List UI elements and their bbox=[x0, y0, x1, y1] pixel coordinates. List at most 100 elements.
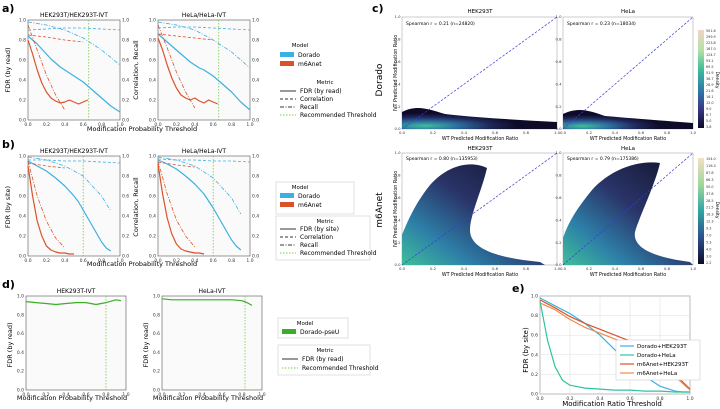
series-dorado-fdr bbox=[157, 33, 251, 111]
y-tick-label: 0.8 bbox=[19, 38, 26, 44]
y-tick-label: 0.2 bbox=[531, 372, 538, 378]
legend-a-m6anet-label: m6Anet bbox=[298, 61, 322, 68]
colorbar-tick-label: 3.0 bbox=[706, 254, 711, 258]
panel-c-spearman-2: Spearman r = 0.80 (n=135953) bbox=[406, 156, 478, 162]
series-dorado-fdr bbox=[27, 160, 112, 252]
legend-b-m6anet-label: m6Anet bbox=[298, 202, 322, 209]
legend-e-label-3: m6Anet+HeLa bbox=[637, 371, 677, 377]
y2-tick-label: 0.8 bbox=[252, 38, 259, 44]
legend-a-recall-label: Recall bbox=[300, 104, 318, 111]
legend-a-corr-label: Correlation bbox=[300, 96, 333, 103]
y-tick-label: 1.0 bbox=[17, 294, 24, 300]
c-y-tick-label: 1.0 bbox=[394, 14, 401, 19]
panel-c-colorbar-top bbox=[698, 30, 704, 128]
x-tick-label: 0.4 bbox=[596, 396, 603, 402]
y2-tick-label: 0.0 bbox=[122, 118, 129, 124]
y-tick-label: 1.0 bbox=[19, 18, 26, 24]
chart-title: HEK293T/HEK293T-IVT bbox=[40, 12, 108, 19]
x-tick-label: 0.0 bbox=[24, 122, 31, 128]
series-dorado-correlation bbox=[157, 26, 251, 31]
colorbar-tick-label: 16.1 bbox=[706, 95, 714, 99]
colorbar-tick-label: 12.3 bbox=[706, 220, 714, 224]
x-tick-label: 0.8 bbox=[656, 396, 663, 402]
colorbar-tick-label: 5.0 bbox=[706, 119, 711, 123]
y2-tick-label: 0.4 bbox=[252, 78, 259, 84]
panel-c-title-0: HEK293T bbox=[467, 9, 493, 15]
x-tick-label: 0.0 bbox=[536, 396, 543, 402]
c-x-tick-label: 0.6 bbox=[638, 266, 645, 271]
c-y-tick-label: 0.6 bbox=[555, 195, 562, 200]
c-y-tick-label: 0.4 bbox=[394, 217, 401, 222]
c-y-tick-label: 0.6 bbox=[394, 59, 401, 64]
c-y-tick-label: 0.4 bbox=[394, 81, 401, 86]
c-x-tick-label: 0.2 bbox=[430, 266, 437, 271]
colorbar-tick-label: 3.8 bbox=[706, 125, 711, 129]
x-tick-label: 0.4 bbox=[61, 122, 68, 128]
x-tick-label: 0.8 bbox=[228, 122, 235, 128]
panel-c-diag-3 bbox=[562, 152, 694, 266]
colorbar-tick-label: 12.0 bbox=[706, 101, 714, 105]
x-tick-label: 0.8 bbox=[102, 392, 109, 398]
x-tick-label: 0.6 bbox=[210, 122, 217, 128]
legend-e-label-2: m6Anet+HEK293T bbox=[637, 362, 689, 368]
panel-e-ylabel: FDR (by site) bbox=[522, 327, 530, 373]
panel-c-ylabel-0: IVT Predicted Modification Ratio bbox=[393, 35, 399, 111]
c-y-tick-label: 0.4 bbox=[555, 217, 562, 222]
panel-c-spearman-3: Spearman r = 0.79 (n=175386) bbox=[567, 156, 639, 162]
c-x-tick-label: 0.8 bbox=[664, 266, 671, 271]
panel-c-colorbar-top-label: Density bbox=[714, 71, 720, 88]
colorbar-tick-label: 223.8 bbox=[706, 41, 716, 45]
y-tick-label: 0.6 bbox=[149, 58, 156, 64]
y2-tick-label: 0.4 bbox=[122, 214, 129, 220]
x-tick-label: 1.0 bbox=[258, 392, 265, 398]
series-m6anet-fdr bbox=[157, 37, 219, 105]
c-x-tick-label: 0.4 bbox=[612, 266, 619, 271]
y-tick-label: 0.4 bbox=[149, 214, 156, 220]
legend-d-metric-title: Metric bbox=[316, 348, 333, 354]
series-m6anet-recall bbox=[157, 24, 196, 109]
x-tick-label: 0.8 bbox=[98, 258, 105, 264]
y2-tick-label: 0.4 bbox=[122, 78, 129, 84]
panel-c-spearman-0: Spearman r = 0.21 (n=24820) bbox=[406, 21, 475, 27]
series-dorado-correlation bbox=[28, 159, 121, 164]
y-tick-label: 0.6 bbox=[531, 333, 538, 339]
series-dorado-fdr bbox=[27, 35, 121, 113]
panel-b-ylabel: FDR (by site) bbox=[4, 186, 12, 228]
y-tick-label: 0.2 bbox=[149, 98, 156, 104]
x-tick-label: 0.2 bbox=[43, 122, 50, 128]
legend-b-rec-label: Recommended Threshold bbox=[300, 250, 377, 257]
panel-d-xlabel-2: Modification Probability Threshold bbox=[153, 394, 263, 402]
panel-c-colorbar-bottom-ticks: 154.0 116.3 87.8 66.3 50.0 37.8 28.5 21.5 16.3 12… bbox=[706, 157, 716, 265]
x-tick-label: 0.0 bbox=[22, 392, 29, 398]
c-y-tick-label: 1.0 bbox=[555, 150, 562, 155]
axes-frame-b2 bbox=[157, 155, 251, 257]
series-dorado-recall bbox=[157, 21, 251, 69]
panel-e-letter: e) bbox=[512, 282, 525, 295]
y-tick-label: 0.2 bbox=[19, 234, 26, 240]
x-tick-label: 0.8 bbox=[238, 392, 245, 398]
series-m6anet-fdr bbox=[157, 163, 205, 255]
colorbar-tick-label: 116.3 bbox=[706, 164, 716, 168]
colorbar-tick-label: 21.5 bbox=[706, 206, 714, 210]
y-tick-label: 1.0 bbox=[19, 154, 26, 160]
c-x-tick-label: 0.2 bbox=[586, 130, 593, 135]
legend-b-recall-label: Recall bbox=[300, 242, 318, 249]
chart-title: HeLa-IVT bbox=[199, 288, 226, 295]
y-tick-label: 0.4 bbox=[153, 350, 160, 356]
x-tick-label: 1.0 bbox=[246, 258, 253, 264]
y-tick-label: 1.0 bbox=[153, 294, 160, 300]
x-tick-label: 0.2 bbox=[566, 396, 573, 402]
panel-c-xlabel-1: WT Predicted Modification Ratio bbox=[590, 136, 666, 142]
y2-tick-label: 0.0 bbox=[122, 254, 129, 260]
legend-a-m6anet-swatch bbox=[280, 61, 294, 66]
colorbar-tick-label: 6.7 bbox=[706, 113, 711, 117]
x-tick-label: 0.2 bbox=[173, 258, 180, 264]
panel-a-y2label: Correlation, Recall bbox=[132, 40, 140, 100]
y2-tick-label: 0.0 bbox=[252, 254, 259, 260]
series-m6anet-correlation bbox=[27, 162, 65, 169]
c-y-tick-label: 0.0 bbox=[555, 262, 562, 267]
panel-d-ylabel-1: FDR (by read) bbox=[6, 322, 14, 367]
c-x-tick-label: 0.2 bbox=[430, 130, 437, 135]
c-x-tick-label: 0.4 bbox=[461, 130, 468, 135]
